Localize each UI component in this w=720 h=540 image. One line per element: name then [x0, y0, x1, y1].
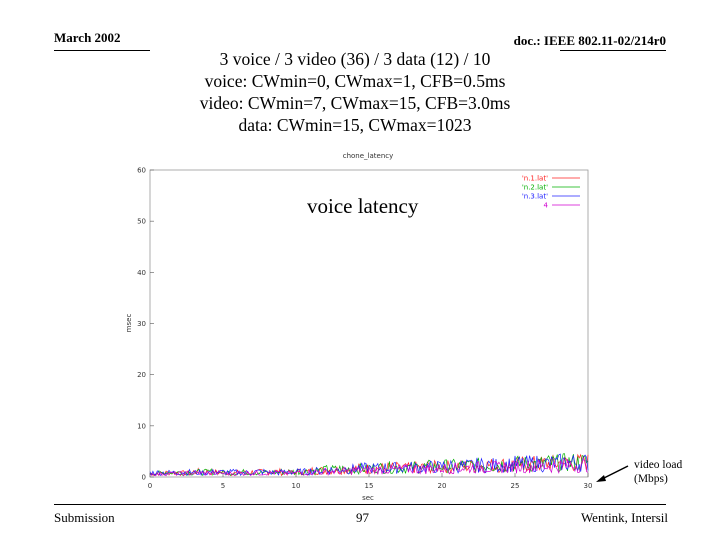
- x-tick-label: 5: [221, 482, 225, 490]
- chart-ylabel: msec: [125, 314, 133, 333]
- legend-label-4: 4: [544, 202, 549, 210]
- legend-label-1: 'n.1.lat': [522, 175, 548, 183]
- chart-xlabel: sec: [362, 494, 374, 502]
- annotation-line-2: (Mbps): [634, 473, 668, 485]
- x-tick-label: 15: [365, 482, 374, 490]
- y-tick-label: 10: [137, 422, 146, 430]
- slide-title: 3 voice / 3 video (36) / 3 data (12) / 1…: [150, 48, 560, 136]
- annotation-arrow: [596, 465, 629, 482]
- title-line-2: voice: CWmin=0, CWmax=1, CFB=0.5ms: [204, 71, 506, 91]
- legend-label-2: 'n.2.lat': [522, 184, 548, 192]
- x-tick-label: 30: [584, 482, 593, 490]
- footer-submission: Submission: [54, 510, 115, 525]
- footer-author: Wentink, Intersil: [580, 510, 668, 525]
- voice-latency-label: voice latency: [305, 194, 421, 219]
- y-tick-label: 20: [137, 371, 146, 379]
- y-tick-label: 50: [137, 218, 146, 226]
- chart-title: chone_latency: [343, 152, 394, 160]
- legend-label-3: 'n.3.lat': [522, 193, 548, 201]
- y-tick-label: 40: [137, 269, 146, 277]
- footer-rule: [54, 504, 666, 505]
- series-line-3: [149, 453, 589, 477]
- header-doc-id: doc.: IEEE 802.11-02/214r0: [513, 33, 666, 48]
- footer-page-number: 97: [356, 510, 369, 525]
- title-line-1: 3 voice / 3 video (36) / 3 data (12) / 1…: [219, 49, 491, 69]
- y-tick-label: 60: [137, 167, 146, 175]
- y-tick-label: 0: [142, 474, 146, 482]
- title-line-4: data: CWmin=15, CWmax=1023: [238, 115, 472, 135]
- annotation-line-1: video load: [634, 459, 683, 471]
- x-tick-label: 20: [438, 482, 447, 490]
- video-load-annotation: video load (Mbps): [634, 458, 682, 486]
- x-tick-label: 25: [511, 482, 520, 490]
- x-tick-label: 0: [148, 482, 152, 490]
- x-tick-label: 10: [292, 482, 301, 490]
- y-tick-label: 30: [137, 320, 146, 328]
- title-line-3: video: CWmin=7, CWmax=15, CFB=3.0ms: [199, 93, 511, 113]
- header-date: March 2002: [54, 30, 121, 45]
